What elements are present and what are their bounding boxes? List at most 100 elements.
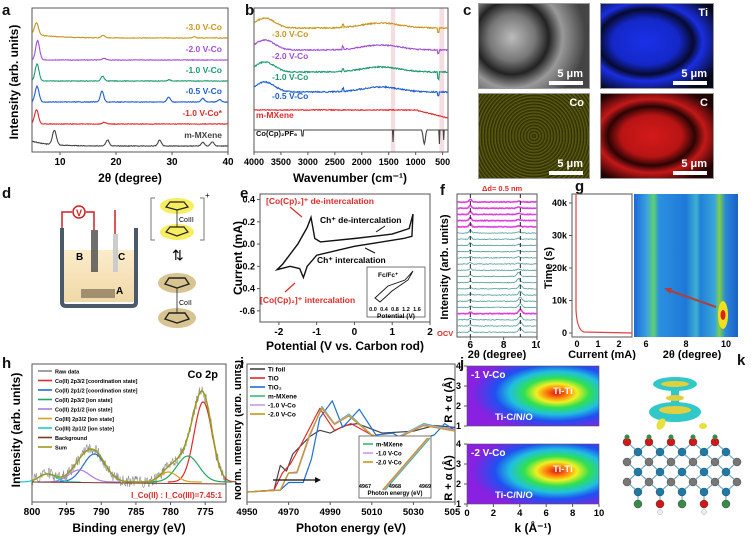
series-label: -3.0 V-Co bbox=[186, 22, 222, 32]
scale-bar-label: 5 μm bbox=[557, 68, 583, 80]
series-label: -0.5 V-Co bbox=[186, 86, 222, 96]
tick-label: 4000 bbox=[244, 157, 264, 167]
c-map-image: C 5 μm bbox=[600, 93, 714, 179]
atom bbox=[633, 447, 643, 457]
annotation-ch-deintercalation: Ch⁺ de-intercalation bbox=[320, 215, 401, 225]
atom bbox=[622, 457, 632, 467]
tick-label: 2000 bbox=[352, 157, 372, 167]
ti-ti-label: Ti-Ti bbox=[553, 386, 573, 397]
tick-label: 3500 bbox=[271, 157, 291, 167]
atom bbox=[732, 457, 742, 467]
subplot-label-1: -1 V-Co bbox=[471, 370, 505, 381]
atom bbox=[677, 499, 687, 509]
y-axis-label-1: R + α (Å) bbox=[442, 377, 455, 423]
pattern-line bbox=[456, 261, 537, 265]
diagram-d-cell: V A B C + CoIII ⇅ CoII bbox=[60, 191, 210, 328]
fit-component bbox=[167, 401, 235, 483]
panel-label-c: c bbox=[463, 2, 472, 19]
chart-a: -3.0 V-Co -2.0 V-Co -1.0 V-Co -0.5 V-Co -1.0… bbox=[7, 7, 234, 185]
tick-label: 3000 bbox=[298, 157, 318, 167]
chart-title: Co 2p bbox=[187, 369, 218, 381]
tick-label: 40 bbox=[222, 157, 234, 168]
plot-frame bbox=[456, 193, 538, 338]
tick-label: 10 bbox=[54, 157, 66, 168]
series-label: -1.0 V-Co bbox=[186, 65, 222, 75]
inset-legend: Fc/Fc⁺ bbox=[378, 272, 399, 279]
tick-label: 0 bbox=[562, 328, 567, 338]
co-map-image: Co 5 μm bbox=[478, 93, 590, 179]
current-curve bbox=[575, 194, 633, 334]
tick-label: 775 bbox=[197, 507, 214, 518]
series-line bbox=[31, 84, 228, 104]
fit-component bbox=[144, 455, 233, 483]
current-plot-frame bbox=[571, 193, 633, 338]
inset-legend-label: -1.0 V-Co bbox=[376, 452, 402, 458]
tick-label: 2 bbox=[456, 401, 461, 411]
legend-label: TiO bbox=[268, 376, 279, 383]
x-axis-label: 2θ (degree) bbox=[98, 171, 162, 185]
ratio-annotation: I_Co(II) : I_Co(III)=7.45:1 bbox=[131, 491, 222, 500]
co3-label: CoIII bbox=[179, 217, 194, 224]
atom bbox=[668, 434, 674, 440]
series-line bbox=[253, 38, 448, 55]
panel-label-g: g bbox=[575, 178, 585, 195]
tick-label: 0.4 bbox=[242, 195, 255, 205]
equilibrium-arrows-icon: ⇅ bbox=[172, 247, 184, 263]
pattern-line bbox=[456, 308, 537, 315]
panel-label-i: i bbox=[240, 355, 245, 372]
chart-j: -1 V-Co Ti-Ti Ti-C/N/O -2 V-Co Ti-Ti Ti-… bbox=[456, 361, 605, 535]
panel-label-d: d bbox=[2, 185, 12, 202]
series-label: -2.0 V-Co bbox=[186, 44, 222, 54]
series-label: -0.5 V-Co bbox=[272, 91, 308, 101]
tick-label: 0 bbox=[352, 327, 358, 338]
x-axis-label: Binding energy (eV) bbox=[72, 521, 185, 535]
current-x-label: Current (mA) bbox=[568, 349, 636, 360]
highlight-band bbox=[439, 8, 445, 152]
annotation-intercalation: [Co(Cp)₂]⁺ intercalation bbox=[260, 295, 355, 305]
element-label-co: Co bbox=[569, 97, 584, 109]
sum-line bbox=[31, 390, 226, 483]
atom bbox=[677, 487, 687, 497]
tick-label: 5050 bbox=[444, 507, 460, 518]
chart-g: 0 10k 20k 30k 40k 0 1 2 6 8 10 Current (mA) 2θ (de… bbox=[543, 193, 738, 360]
inset-legend-label: -2.0 V-Co bbox=[376, 461, 402, 467]
tick-label: 0 bbox=[574, 339, 579, 349]
atom bbox=[666, 477, 676, 487]
inset-tick-label: 0.0 bbox=[369, 307, 377, 313]
atom bbox=[690, 434, 696, 440]
shift-arrow bbox=[667, 289, 717, 308]
tick-label: 5010 bbox=[361, 507, 382, 518]
cv-curve bbox=[274, 213, 414, 280]
legend-label: TiO₂ bbox=[268, 385, 282, 392]
tick-label: 10 bbox=[594, 508, 605, 519]
tick-label: 4 bbox=[456, 361, 461, 371]
tick-label: 780 bbox=[162, 507, 179, 518]
atom bbox=[633, 487, 643, 497]
inset-frame bbox=[358, 435, 432, 499]
voltmeter-label: V bbox=[76, 208, 82, 218]
series-line bbox=[253, 80, 449, 97]
series-label: m-MXene bbox=[184, 130, 222, 140]
hydrogen-atom bbox=[657, 509, 663, 515]
atom bbox=[688, 477, 698, 487]
legend-label: -2.0 V-Co bbox=[268, 412, 296, 419]
wavelet-map-1 bbox=[466, 365, 600, 427]
pattern-line bbox=[456, 315, 537, 321]
inset-tick-label: 0.8 bbox=[391, 307, 399, 313]
tick-label: -1 bbox=[312, 327, 321, 338]
inset-tick-label: 4967 bbox=[359, 484, 371, 490]
pattern-line bbox=[456, 321, 537, 327]
series-line bbox=[253, 60, 449, 81]
panel-label-k: k bbox=[737, 352, 746, 369]
inset-tick-label: 4968 bbox=[389, 484, 401, 490]
mxene-lattice bbox=[622, 434, 742, 515]
pattern-line bbox=[456, 198, 537, 204]
tick-label: 785 bbox=[128, 507, 145, 518]
atom bbox=[655, 499, 665, 509]
atom bbox=[644, 477, 654, 487]
legend-label: Ti foil bbox=[268, 367, 285, 374]
inset-curve bbox=[374, 270, 414, 303]
annotation-ocv: OCV bbox=[437, 329, 453, 338]
pattern-line bbox=[456, 236, 537, 240]
